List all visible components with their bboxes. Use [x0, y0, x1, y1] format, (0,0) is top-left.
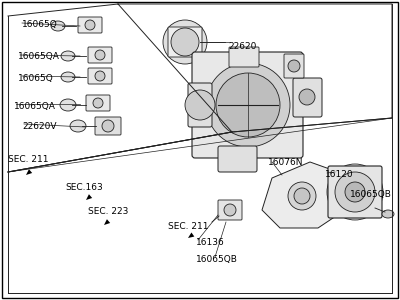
Ellipse shape — [61, 51, 75, 61]
FancyBboxPatch shape — [78, 17, 102, 33]
FancyArrow shape — [26, 163, 40, 175]
Ellipse shape — [337, 174, 373, 210]
FancyArrow shape — [104, 213, 118, 225]
Text: 16065QA: 16065QA — [14, 102, 56, 111]
Ellipse shape — [60, 99, 76, 111]
FancyBboxPatch shape — [86, 95, 110, 111]
FancyBboxPatch shape — [328, 166, 382, 218]
FancyBboxPatch shape — [218, 200, 242, 220]
Ellipse shape — [95, 50, 105, 60]
Ellipse shape — [299, 89, 315, 105]
FancyBboxPatch shape — [192, 52, 303, 158]
Text: SEC. 223: SEC. 223 — [88, 207, 128, 216]
Text: 16065Q: 16065Q — [22, 20, 58, 29]
Ellipse shape — [224, 204, 236, 216]
FancyBboxPatch shape — [168, 27, 202, 57]
Ellipse shape — [206, 63, 290, 147]
Ellipse shape — [95, 71, 105, 81]
Text: 16065QB: 16065QB — [196, 255, 238, 264]
FancyBboxPatch shape — [88, 68, 112, 84]
Ellipse shape — [179, 36, 191, 48]
Ellipse shape — [163, 20, 207, 64]
Ellipse shape — [347, 184, 363, 200]
Ellipse shape — [70, 120, 86, 132]
Text: 16065Q: 16065Q — [18, 74, 54, 83]
Text: 16076N: 16076N — [268, 158, 304, 167]
FancyBboxPatch shape — [188, 83, 212, 127]
FancyBboxPatch shape — [284, 54, 304, 78]
Ellipse shape — [171, 28, 199, 56]
FancyBboxPatch shape — [293, 78, 322, 117]
Text: 22620: 22620 — [228, 42, 256, 51]
Ellipse shape — [327, 164, 383, 220]
FancyArrow shape — [188, 228, 202, 238]
Ellipse shape — [216, 73, 280, 137]
Text: 16065QA: 16065QA — [18, 52, 60, 61]
Ellipse shape — [382, 210, 394, 218]
Ellipse shape — [93, 98, 103, 108]
Text: 16120: 16120 — [325, 170, 354, 179]
Text: 16136: 16136 — [196, 238, 225, 247]
FancyBboxPatch shape — [88, 47, 112, 63]
Text: SEC. 211: SEC. 211 — [8, 155, 48, 164]
Ellipse shape — [102, 120, 114, 132]
FancyBboxPatch shape — [229, 47, 259, 67]
Text: 22620V: 22620V — [22, 122, 56, 131]
Text: SEC. 211: SEC. 211 — [168, 222, 208, 231]
Ellipse shape — [335, 172, 375, 212]
Ellipse shape — [51, 21, 65, 31]
Ellipse shape — [61, 72, 75, 82]
Text: 16065QB: 16065QB — [350, 190, 392, 199]
FancyBboxPatch shape — [95, 117, 121, 135]
Polygon shape — [262, 162, 342, 228]
FancyArrow shape — [86, 188, 100, 200]
Ellipse shape — [345, 182, 365, 202]
Ellipse shape — [288, 60, 300, 72]
Ellipse shape — [288, 182, 316, 210]
Text: SEC.163: SEC.163 — [65, 183, 103, 192]
Ellipse shape — [171, 28, 199, 56]
Ellipse shape — [85, 20, 95, 30]
Ellipse shape — [294, 188, 310, 204]
Ellipse shape — [185, 90, 215, 120]
FancyBboxPatch shape — [218, 146, 257, 172]
